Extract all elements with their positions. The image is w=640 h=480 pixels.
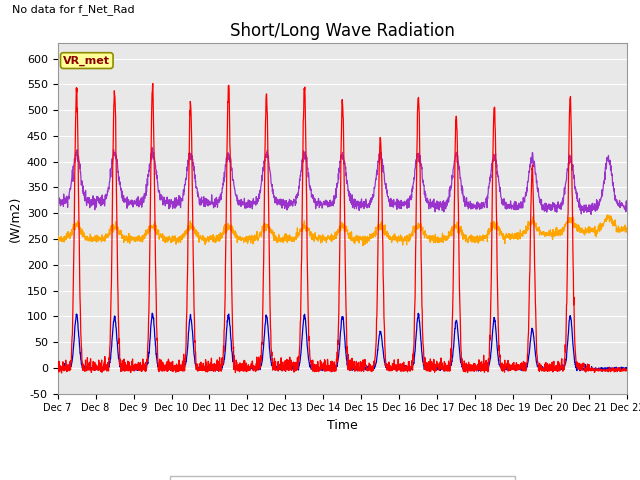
Line: SW in: SW in	[58, 84, 627, 373]
LW out	[588, 212, 595, 217]
X-axis label: Time: Time	[327, 419, 358, 432]
SW out	[372, 362, 380, 368]
SW in	[589, 366, 597, 372]
Line: SW out: SW out	[58, 313, 627, 371]
SW out	[359, 367, 367, 372]
SW in	[372, 347, 380, 353]
LW in	[359, 233, 367, 239]
Text: No data for f_Net_Rad: No data for f_Net_Rad	[12, 4, 134, 15]
SW in	[58, 370, 65, 376]
LW out	[359, 200, 367, 206]
SW in	[623, 366, 631, 372]
SW out	[148, 310, 156, 316]
LW out	[54, 203, 61, 208]
LW out	[573, 190, 581, 196]
LW in	[623, 228, 631, 233]
LW out	[623, 205, 631, 211]
LW in	[604, 212, 611, 218]
Legend: SW in, LW in, SW out, LW out: SW in, LW in, SW out, LW out	[170, 477, 515, 480]
SW in	[573, 362, 581, 368]
SW in	[213, 363, 221, 369]
SW out	[213, 366, 221, 372]
Title: Short/Long Wave Radiation: Short/Long Wave Radiation	[230, 22, 455, 40]
SW out	[604, 368, 611, 374]
SW in	[54, 363, 61, 369]
LW in	[508, 234, 516, 240]
Y-axis label: (W/m2): (W/m2)	[8, 195, 21, 241]
LW in	[212, 232, 220, 238]
LW out	[508, 204, 516, 209]
SW in	[360, 367, 367, 373]
Line: LW in: LW in	[58, 215, 627, 246]
SW out	[54, 364, 61, 370]
SW out	[623, 365, 631, 371]
LW out	[372, 178, 380, 183]
SW out	[508, 364, 516, 370]
LW out	[148, 144, 156, 150]
LW in	[359, 243, 367, 249]
Text: VR_met: VR_met	[63, 56, 110, 66]
Line: LW out: LW out	[58, 147, 627, 215]
LW out	[589, 203, 597, 209]
SW out	[573, 363, 581, 369]
SW in	[509, 365, 516, 371]
LW in	[54, 232, 61, 238]
LW in	[573, 223, 581, 229]
SW out	[589, 366, 596, 372]
LW out	[213, 202, 221, 207]
SW in	[149, 81, 157, 86]
LW in	[372, 225, 380, 230]
LW in	[589, 227, 596, 233]
